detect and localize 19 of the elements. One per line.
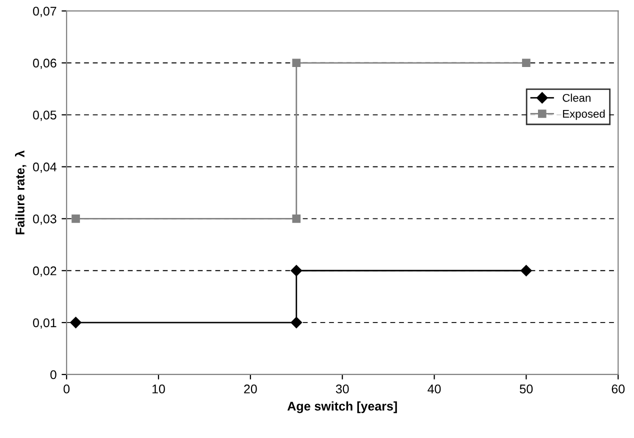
y-tick-label: 0,04 (33, 162, 56, 173)
x-tick-label: 10 (152, 384, 165, 394)
y-tick-label: 0,06 (33, 58, 56, 70)
y-tick-label: 0,05 (33, 110, 56, 121)
y-tick-label: 0,07 (33, 6, 56, 18)
y-tick-label: 0,03 (33, 214, 56, 225)
x-tick-label: 60 (612, 384, 625, 394)
y-tick-label: 0,02 (33, 266, 56, 277)
y-tick-label: 0,01 (33, 318, 56, 329)
x-tick-label: 0 (64, 384, 70, 394)
x-tick-label: 30 (336, 384, 349, 394)
x-tick-label: 40 (428, 384, 441, 394)
y-axis-title: Failure rate, λ (14, 150, 26, 234)
y-tick-label: 0 (50, 370, 56, 380)
x-tick-label: 50 (520, 384, 533, 394)
x-axis-title: Age switch [years] (287, 401, 397, 414)
legend-label: Exposed (563, 110, 605, 120)
legend-label: Clean (562, 94, 590, 102)
x-tick-label: 20 (244, 384, 257, 394)
